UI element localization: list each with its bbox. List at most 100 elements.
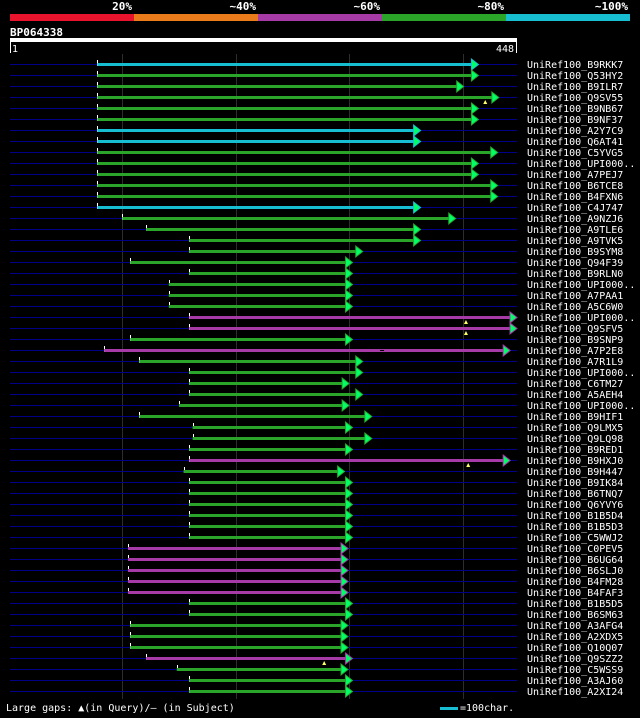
hit-bar[interactable] [97,63,473,66]
hit-row[interactable]: UniRef100_B9HIF1 [10,409,623,424]
hit-row[interactable]: UniRef100_B6UG64 [10,552,623,567]
hit-label[interactable]: UniRef100_A3AFG4 [527,621,623,632]
hit-label[interactable]: UniRef100_Q94F39 [527,258,623,269]
hit-label[interactable]: UniRef100_A9TLE6 [527,225,623,236]
hit-row[interactable]: UniRef100_B9SNP9 [10,332,623,347]
hit-row[interactable]: UniRef100_Q6AT41 [10,134,623,149]
hit-bar[interactable] [97,162,473,165]
hit-label[interactable]: UniRef100_B6TCE8 [527,181,623,192]
hit-row[interactable]: UniRef100_A9NZJ6 [10,211,623,226]
hit-bar[interactable] [97,140,415,143]
hit-bar[interactable] [189,503,347,506]
hit-label[interactable]: UniRef100_B9IK84 [527,478,623,489]
hit-row[interactable]: UniRef100_B4FAF3 [10,585,623,600]
hit-row[interactable]: UniRef100_B9IK84 [10,475,623,490]
hit-bar[interactable] [97,96,493,99]
hit-row[interactable]: UniRef100_Q9LQ98 [10,431,623,446]
hit-row[interactable]: UniRef100_A7PAA1 [10,288,623,303]
hit-row[interactable]: UniRef100_A7R1L9 [10,354,623,369]
hit-label[interactable]: UniRef100_A3AJ60 [527,676,623,687]
hit-row[interactable]: UniRef100_Q53HY2 [10,68,623,83]
hit-label[interactable]: UniRef100_A2XDX5 [527,632,623,643]
hit-row[interactable]: UniRef100_B9NF37 [10,112,623,127]
hit-bar[interactable] [146,657,347,660]
hit-label[interactable]: UniRef100_Q10Q07 [527,643,623,654]
hit-label[interactable]: UniRef100_B6SM63 [527,610,623,621]
hit-label[interactable]: UniRef100_B6TNQ7 [527,489,623,500]
hit-row[interactable]: UniRef100_C5WWJ2 [10,530,623,545]
hit-bar[interactable] [168,283,347,286]
hit-row[interactable]: UniRef100_B9H447 [10,464,623,479]
hit-label[interactable]: UniRef100_B9ILR7 [527,82,623,93]
hit-bar[interactable] [189,459,505,462]
hit-row[interactable]: UniRef100_UPI000.. [10,398,635,413]
hit-row[interactable]: UniRef100_B6SM63 [10,607,623,622]
hit-row[interactable]: UniRef100_B9SYM8 [10,244,623,259]
hit-row[interactable]: UniRef100_Q10Q07 [10,640,623,655]
hit-row[interactable]: UniRef100_A2Y7C9 [10,123,623,138]
hit-label[interactable]: UniRef100_B9HIF1 [527,412,623,423]
hit-row[interactable]: UniRef100_UPI000.. [10,310,635,325]
hit-bar[interactable] [127,591,342,594]
hit-row[interactable]: UniRef100_Q9SFV5 [10,321,623,336]
hit-bar[interactable] [189,514,347,517]
hit-label[interactable]: UniRef100_UPI000.. [527,280,635,291]
hit-label[interactable]: UniRef100_A7PAA1 [527,291,623,302]
hit-bar[interactable] [130,338,347,341]
hit-label[interactable]: UniRef100_B6UG64 [527,555,623,566]
hit-label[interactable]: UniRef100_Q9LQ98 [527,434,623,445]
hit-label[interactable]: UniRef100_A5AEH4 [527,390,623,401]
hit-bar[interactable] [104,349,505,352]
hit-row[interactable]: UniRef100_A2XI24 [10,684,623,699]
hit-label[interactable]: UniRef100_A2Y7C9 [527,126,623,137]
hit-label[interactable]: UniRef100_A5C6W0 [527,302,623,313]
hit-row[interactable]: UniRef100_A3AJ60 [10,673,623,688]
hit-label[interactable]: UniRef100_Q53HY2 [527,71,623,82]
hit-row[interactable]: UniRef100_B1B5D4 [10,508,623,523]
hit-row[interactable]: UniRef100_C6TM27 [10,376,623,391]
hit-row[interactable]: UniRef100_B4FM28 [10,574,623,589]
hit-row[interactable]: UniRef100_C5YVG5 [10,145,623,160]
hit-bar[interactable] [97,129,415,132]
hit-bar[interactable] [97,85,458,88]
hit-row[interactable]: UniRef100_UPI000.. [10,156,635,171]
hit-bar[interactable] [189,327,511,330]
hit-label[interactable]: UniRef100_B1B5D4 [527,511,623,522]
hit-label[interactable]: UniRef100_Q9LMX5 [527,423,623,434]
hit-row[interactable]: UniRef100_A9TVK5 [10,233,623,248]
hit-bar[interactable] [97,74,473,77]
hit-bar[interactable] [127,547,342,550]
hit-bar[interactable] [189,371,357,374]
hit-bar[interactable] [189,239,415,242]
hit-label[interactable]: UniRef100_UPI000.. [527,368,635,379]
hit-bar[interactable] [130,261,347,264]
hit-bar[interactable] [189,679,347,682]
hit-label[interactable]: UniRef100_B9NF37 [527,115,623,126]
hit-label[interactable]: UniRef100_B9RED1 [527,445,623,456]
hit-bar[interactable] [189,525,347,528]
hit-bar[interactable] [127,580,342,583]
hit-label[interactable]: UniRef100_B1B5D5 [527,599,623,610]
hit-bar[interactable] [189,316,511,319]
hit-label[interactable]: UniRef100_A7R1L9 [527,357,623,368]
hit-bar[interactable] [189,690,347,693]
hit-row[interactable]: UniRef100_B9ILR7 [10,79,623,94]
hit-label[interactable]: UniRef100_UPI000.. [527,159,635,170]
hit-bar[interactable] [189,393,357,396]
hit-bar[interactable] [183,470,339,473]
hit-bar[interactable] [176,668,342,671]
hit-label[interactable]: UniRef100_B4FAF3 [527,588,623,599]
hit-label[interactable]: UniRef100_B9SYM8 [527,247,623,258]
hit-label[interactable]: UniRef100_B9SNP9 [527,335,623,346]
hit-label[interactable]: UniRef100_B1B5D3 [527,522,623,533]
hit-label[interactable]: UniRef100_C5WWJ2 [527,533,623,544]
hit-label[interactable]: UniRef100_UPI000.. [527,401,635,412]
hit-bar[interactable] [130,624,342,627]
hit-label[interactable]: UniRef100_B6SLJ0 [527,566,623,577]
hit-row[interactable]: UniRef100_Q9SV55 [10,90,623,105]
hit-bar[interactable] [130,635,342,638]
hit-bar[interactable] [189,613,347,616]
hit-row[interactable]: UniRef100_A9TLE6 [10,222,623,237]
hit-bar[interactable] [189,250,357,253]
hit-label[interactable]: UniRef100_A7P2E8 [527,346,623,357]
